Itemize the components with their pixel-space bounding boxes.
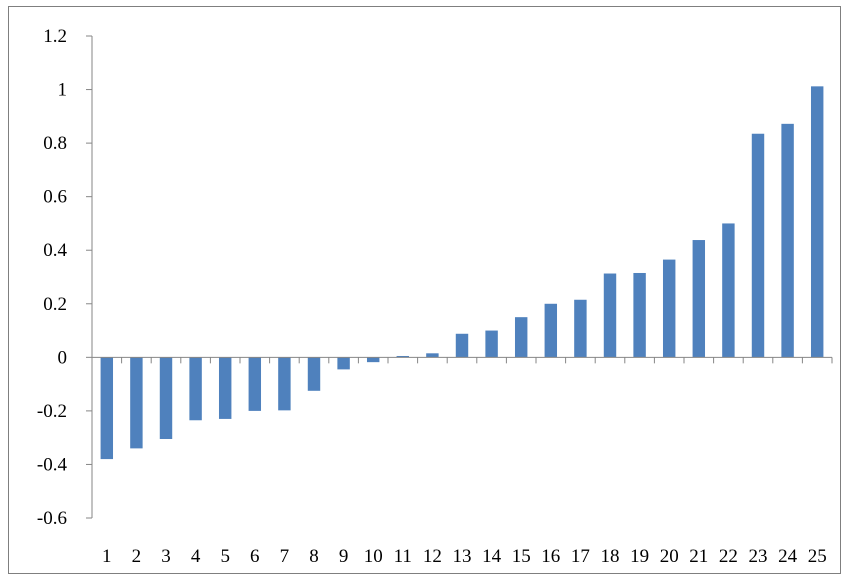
- x-tick-label: 16: [541, 546, 560, 567]
- x-tick-label: 11: [394, 546, 412, 567]
- y-tick-label: -0.4: [37, 454, 68, 475]
- bar: [722, 223, 735, 358]
- bar: [159, 357, 173, 440]
- y-tick-label: 0: [58, 347, 68, 368]
- x-tick-label: 1: [102, 546, 112, 567]
- y-tick-label: -0.6: [37, 508, 67, 529]
- bar: [426, 353, 439, 358]
- y-tick-label: 0.4: [43, 240, 67, 261]
- bar: [662, 259, 676, 358]
- x-tick-label: 5: [220, 546, 230, 567]
- bar: [603, 273, 617, 358]
- bar: [544, 303, 558, 358]
- bar: [366, 357, 380, 363]
- bar: [514, 317, 528, 358]
- x-tick-label: 3: [161, 546, 171, 567]
- bar: [100, 357, 114, 460]
- x-tick-label: 9: [339, 546, 349, 567]
- x-tick-label: 10: [364, 546, 383, 567]
- x-tick-label: 22: [719, 546, 738, 567]
- x-tick-label: 14: [482, 546, 502, 567]
- x-tick-label: 15: [512, 546, 531, 567]
- x-tick-label: 12: [423, 546, 442, 567]
- bar: [337, 357, 350, 370]
- bar: [218, 357, 232, 419]
- x-tick-label: 7: [280, 546, 290, 567]
- bar: [485, 330, 498, 358]
- x-tick-label: 21: [689, 546, 708, 567]
- y-tick-label: 0.6: [43, 187, 67, 208]
- y-tick-label: 1.2: [43, 26, 67, 47]
- bar: [781, 123, 794, 358]
- x-tick-label: 4: [191, 546, 201, 567]
- x-tick-label: 20: [660, 546, 679, 567]
- bar: [248, 357, 262, 411]
- x-tick-label: 24: [778, 546, 798, 567]
- y-tick-label: 1: [58, 80, 68, 101]
- bar: [751, 133, 765, 358]
- x-tick-label: 17: [571, 546, 590, 567]
- bar: [692, 240, 706, 358]
- x-tick-label: 23: [749, 546, 768, 567]
- bar: [810, 86, 824, 358]
- bar: [130, 357, 143, 449]
- bar: [455, 333, 469, 358]
- x-tick-label: 25: [808, 546, 827, 567]
- bar: [633, 272, 646, 358]
- bar: [307, 357, 321, 391]
- bars: [100, 86, 824, 460]
- x-tick-label: 13: [453, 546, 472, 567]
- bar: [278, 357, 291, 411]
- x-tick-label: 8: [309, 546, 319, 567]
- y-axis: -0.6 -0.4 -0.2 0 0.2 0.4 0.6 0.8 1 1.2: [37, 26, 93, 529]
- x-tick-label: 2: [132, 546, 142, 567]
- x-tick-label: 19: [630, 546, 649, 567]
- x-tick-label: 18: [601, 546, 620, 567]
- bar: [189, 357, 202, 421]
- x-tick-label: 6: [250, 546, 260, 567]
- y-tick-label: 0.8: [43, 133, 67, 154]
- x-axis: 1 2 3 4 5 6 7 8 9 10 11 12 13 14 15 16 17 18 19 20 21 22 23 24 2…: [91, 356, 833, 567]
- y-tick-label: 0.2: [43, 294, 67, 315]
- bar: [396, 355, 410, 358]
- y-tick-label: -0.2: [37, 401, 67, 422]
- bar: [574, 299, 587, 358]
